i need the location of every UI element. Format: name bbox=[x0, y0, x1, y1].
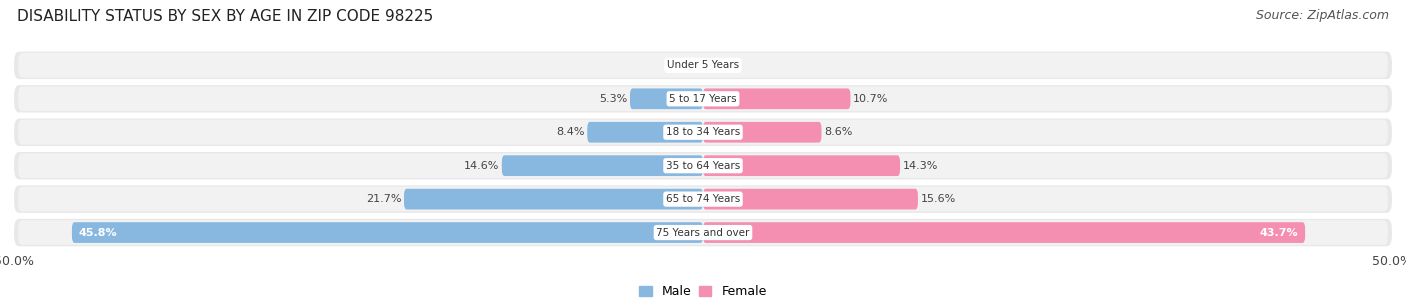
Text: 0.0%: 0.0% bbox=[673, 60, 702, 70]
FancyBboxPatch shape bbox=[703, 155, 900, 176]
FancyBboxPatch shape bbox=[14, 152, 1392, 179]
Text: 14.3%: 14.3% bbox=[903, 161, 938, 171]
Text: 15.6%: 15.6% bbox=[921, 194, 956, 204]
FancyBboxPatch shape bbox=[18, 53, 1388, 78]
FancyBboxPatch shape bbox=[18, 120, 1388, 145]
Text: 45.8%: 45.8% bbox=[79, 228, 117, 237]
FancyBboxPatch shape bbox=[18, 153, 1388, 178]
Legend: Male, Female: Male, Female bbox=[634, 280, 772, 303]
FancyBboxPatch shape bbox=[703, 122, 821, 143]
Text: 8.4%: 8.4% bbox=[557, 127, 585, 137]
Text: 43.7%: 43.7% bbox=[1260, 228, 1299, 237]
FancyBboxPatch shape bbox=[14, 85, 1392, 112]
FancyBboxPatch shape bbox=[18, 220, 1388, 245]
Text: Under 5 Years: Under 5 Years bbox=[666, 60, 740, 70]
FancyBboxPatch shape bbox=[703, 88, 851, 109]
FancyBboxPatch shape bbox=[502, 155, 703, 176]
FancyBboxPatch shape bbox=[630, 88, 703, 109]
Text: 65 to 74 Years: 65 to 74 Years bbox=[666, 194, 740, 204]
FancyBboxPatch shape bbox=[404, 189, 703, 209]
FancyBboxPatch shape bbox=[72, 222, 703, 243]
FancyBboxPatch shape bbox=[14, 119, 1392, 146]
FancyBboxPatch shape bbox=[588, 122, 703, 143]
Text: 5 to 17 Years: 5 to 17 Years bbox=[669, 94, 737, 104]
Text: 14.6%: 14.6% bbox=[464, 161, 499, 171]
Text: 10.7%: 10.7% bbox=[853, 94, 889, 104]
Text: 0.0%: 0.0% bbox=[704, 60, 733, 70]
FancyBboxPatch shape bbox=[703, 222, 1305, 243]
FancyBboxPatch shape bbox=[14, 219, 1392, 246]
Text: 18 to 34 Years: 18 to 34 Years bbox=[666, 127, 740, 137]
Text: DISABILITY STATUS BY SEX BY AGE IN ZIP CODE 98225: DISABILITY STATUS BY SEX BY AGE IN ZIP C… bbox=[17, 9, 433, 24]
FancyBboxPatch shape bbox=[703, 189, 918, 209]
FancyBboxPatch shape bbox=[18, 187, 1388, 212]
Text: 21.7%: 21.7% bbox=[366, 194, 402, 204]
FancyBboxPatch shape bbox=[14, 185, 1392, 213]
FancyBboxPatch shape bbox=[14, 52, 1392, 79]
Text: Source: ZipAtlas.com: Source: ZipAtlas.com bbox=[1256, 9, 1389, 22]
Text: 75 Years and over: 75 Years and over bbox=[657, 228, 749, 237]
FancyBboxPatch shape bbox=[18, 86, 1388, 111]
Text: 35 to 64 Years: 35 to 64 Years bbox=[666, 161, 740, 171]
Text: 8.6%: 8.6% bbox=[824, 127, 852, 137]
Text: 5.3%: 5.3% bbox=[599, 94, 627, 104]
